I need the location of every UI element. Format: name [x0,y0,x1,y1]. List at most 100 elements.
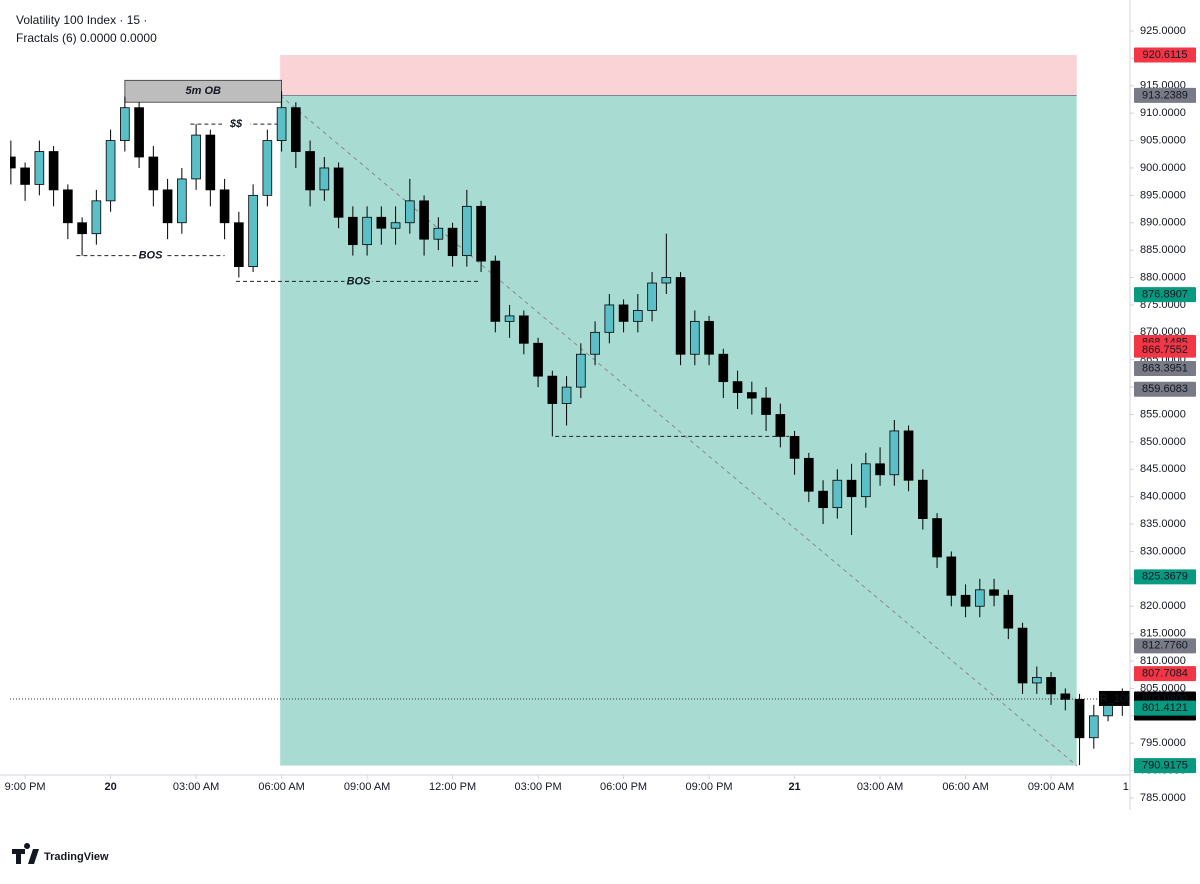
candle-body [1088,715,1099,739]
candle-body [134,107,144,158]
x-tick-label: 09:00 PM [686,781,733,793]
y-tick-label: 820.0000 [1140,600,1186,612]
candle-body [105,140,116,202]
candle-body [547,375,558,404]
y-tick-label: 845.0000 [1140,463,1186,475]
price-badge-label: 812.7760 [1142,640,1188,652]
stop-zone [280,55,1077,96]
candle-body [63,189,73,224]
candle-body [362,216,372,246]
candle-body [490,260,501,322]
candle-body [604,304,615,333]
price-badge-label: 790.9175 [1142,759,1188,771]
candle-body [761,397,771,415]
x-tick-label: 06:00 AM [942,781,988,793]
x-tick-label: 03:00 PM [515,781,562,793]
price-badge [1134,361,1196,377]
x-tick-label: 9:00 PM [5,781,46,793]
candle-body [860,463,871,498]
candle-body [903,430,914,481]
candle-body [405,200,415,224]
price-badge [1134,342,1196,358]
y-tick-label: 805.0000 [1140,682,1186,694]
candle-body [875,463,885,476]
candle-body [262,140,273,196]
candle-body [348,216,358,246]
candle-body [191,134,201,180]
candle-body [932,518,942,558]
candle-body [804,457,814,492]
candle-body [319,167,330,191]
level-label: BOS [347,275,372,287]
price-badge-label: 920.6115 [1142,49,1187,61]
x-tick-label: 12:00 PM [429,781,476,793]
candle-body [690,320,700,355]
price-badge [1134,758,1196,774]
candle-body [390,222,401,229]
price-badge [1134,666,1196,682]
price-badge [1134,87,1196,103]
y-tick-label: 785.0000 [1140,792,1186,804]
candle-body [818,490,828,509]
candle-body [533,342,543,377]
price-badge-label: 801.4121 [1142,702,1188,714]
y-tick-label: 840.0000 [1140,491,1186,503]
candle-body [48,151,59,191]
candle-body [20,167,30,185]
candle-body [91,200,102,235]
x-tick-label: 21 [788,781,800,793]
candle-body [633,310,643,322]
candle-body [447,227,458,257]
candle-body [148,156,159,191]
level-label: BOS [139,250,164,262]
candle-body [718,353,729,383]
price-badge-label: 913.2389 [1142,89,1188,101]
y-tick-label: 850.0000 [1140,436,1186,448]
price-badge-label: 876.8907 [1142,288,1188,300]
x-tick-label: 20 [104,781,116,793]
x-tick-label: 03:00 AM [857,781,903,793]
candle-body [1017,627,1028,684]
level-label: $$ [229,118,243,130]
y-tick-label: 810.0000 [1140,655,1186,667]
price-badge-label: 863.3951 [1142,362,1188,374]
candle-body [219,189,230,224]
candle-body [205,134,216,191]
price-badge-label: 859.6083 [1142,383,1188,395]
candle-body [960,594,971,607]
candle-body [305,151,315,191]
candle-body [433,227,444,240]
candle-body [476,205,486,262]
logo-mark [12,843,39,864]
y-tick-label: 910.0000 [1140,107,1186,119]
candle-body [989,589,999,596]
candle-body [576,353,586,388]
candle-body [77,222,87,235]
candle-body [789,436,800,459]
price-badge [1134,638,1196,654]
candle-body [946,556,957,596]
x-tick-label: 09:00 AM [1028,781,1074,793]
candle-body [177,178,187,224]
candle-body [120,107,130,141]
candle-body [732,381,743,393]
candle-body [618,304,629,322]
candle-body [1003,594,1014,629]
candle-body [590,331,600,355]
brand-logo: TradingView [12,843,109,864]
candle-body [519,315,529,344]
price-badge [1134,47,1196,63]
candle-body [276,107,287,141]
y-tick-label: 880.0000 [1140,271,1186,283]
candle-body [561,386,572,404]
candle-body [376,216,387,229]
candle-body [832,479,843,509]
y-tick-label: 890.0000 [1140,217,1186,229]
symbol-title: Volatility 100 Index · 15 · [16,13,147,27]
symbol-tag-bg [1099,690,1133,706]
candle-body [1046,677,1056,695]
level-label-bg [221,117,250,132]
y-tick-label: 900.0000 [1140,162,1186,174]
y-tick-label: 815.0000 [1140,628,1186,640]
